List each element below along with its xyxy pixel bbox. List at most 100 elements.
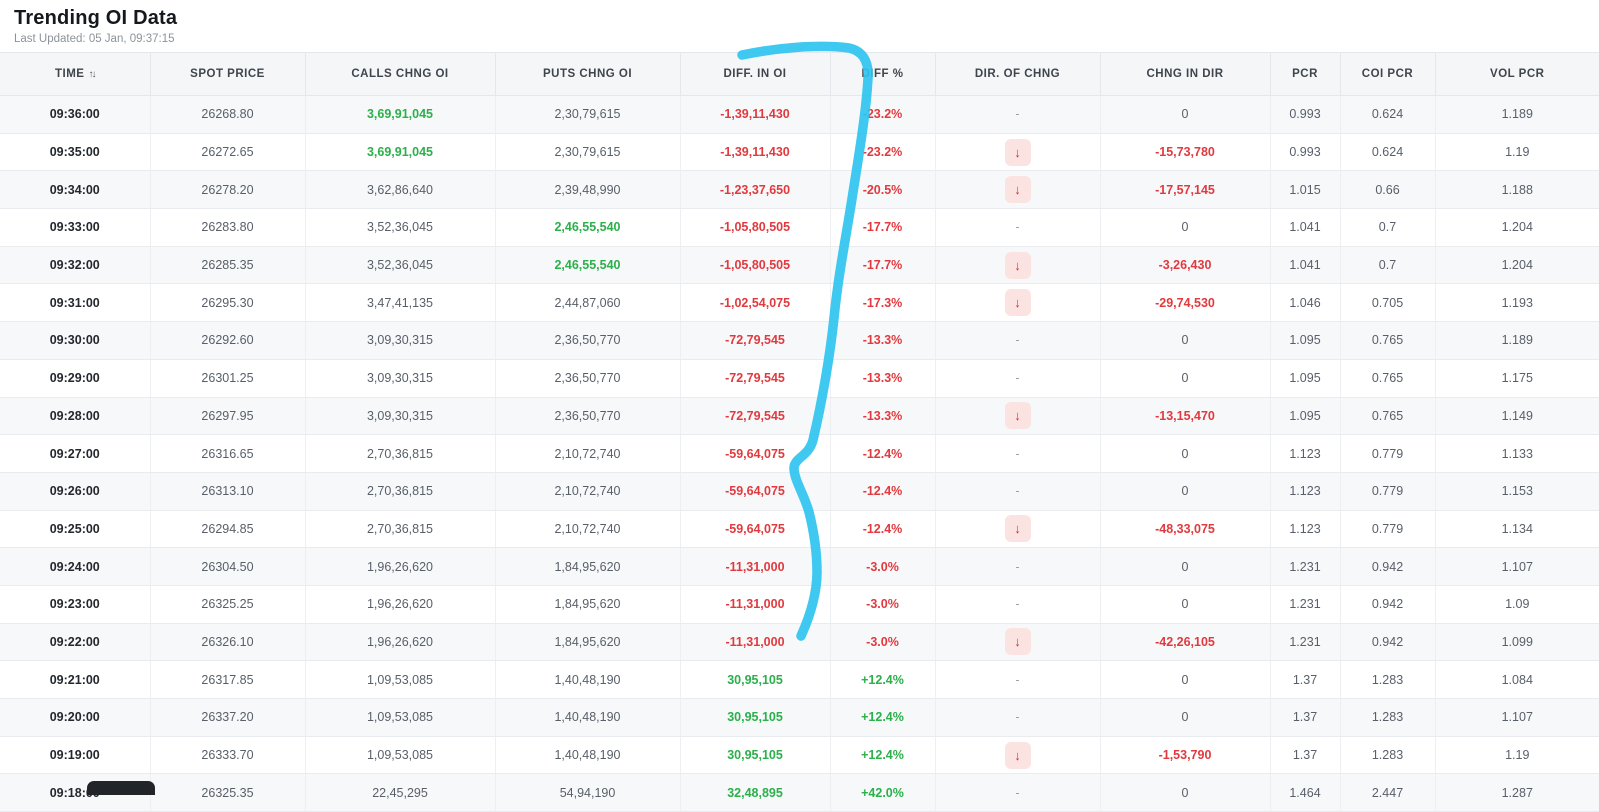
cell-diff: -59,64,075: [679, 510, 830, 549]
column-label: DIR. OF CHNG: [974, 68, 1061, 80]
cell-vol_pcr: 1.149: [1434, 397, 1599, 436]
cell-coi_pcr: 0.765: [1339, 359, 1435, 398]
cell-coi_pcr: 0.942: [1339, 623, 1435, 662]
table-row: 09:34:00 26278.20 3,62,86,640 2,39,48,990 -1…: [0, 170, 1599, 210]
cell-puts: 2,30,79,615: [494, 95, 680, 134]
direction-down-icon: ↓: [1004, 289, 1031, 317]
cell-coi_pcr: 0.624: [1339, 95, 1435, 134]
cell-spot: 26301.25: [149, 359, 305, 398]
cell-pcr: 1.464: [1269, 773, 1340, 812]
cell-dir: -: [934, 321, 1100, 360]
cell-diff: 30,95,105: [679, 698, 830, 737]
cell-puts: 1,40,48,190: [494, 660, 680, 699]
direction-down-icon: ↓: [1004, 176, 1031, 204]
cell-calls: 22,45,295: [304, 773, 495, 812]
cell-spot: 26317.85: [149, 660, 305, 699]
cell-calls: 3,52,36,045: [304, 246, 495, 285]
cell-puts: 1,84,95,620: [494, 585, 680, 624]
cell-coi_pcr: 0.779: [1339, 472, 1435, 511]
cell-diff_pct: -3.0%: [829, 547, 935, 586]
cell-time: 09:33:00: [0, 208, 150, 247]
cell-diff: 32,48,895: [679, 773, 830, 812]
cell-chng_dir: -48,33,075: [1099, 510, 1270, 549]
cell-dir: ↓: [934, 283, 1100, 323]
cell-vol_pcr: 1.204: [1434, 246, 1599, 285]
cell-spot: 26297.95: [149, 397, 305, 436]
cell-diff: -72,79,545: [679, 321, 830, 360]
cell-diff_pct: -17.3%: [829, 283, 935, 323]
cell-puts: 1,40,48,190: [494, 736, 680, 775]
table-row: 09:23:00 26325.25 1,96,26,620 1,84,95,620 -1…: [0, 585, 1599, 624]
cell-calls: 2,70,36,815: [304, 510, 495, 549]
no-change-dash: -: [1015, 446, 1020, 461]
cell-puts: 2,36,50,770: [494, 359, 680, 398]
cell-puts: 2,46,55,540: [494, 208, 680, 247]
cell-pcr: 1.231: [1269, 623, 1340, 662]
cell-diff_pct: +12.4%: [829, 660, 935, 699]
cell-chng_dir: 0: [1099, 434, 1270, 473]
cell-chng_dir: 0: [1099, 660, 1270, 699]
cell-vol_pcr: 1.19: [1434, 736, 1599, 775]
cell-puts: 2,10,72,740: [494, 472, 680, 511]
cell-chng_dir: 0: [1099, 547, 1270, 586]
table-row: 09:24:00 26304.50 1,96,26,620 1,84,95,620 -1…: [0, 547, 1599, 586]
table-row: 09:36:00 26268.80 3,69,91,045 2,30,79,615 -1…: [0, 95, 1599, 134]
cell-vol_pcr: 1.19: [1434, 133, 1599, 172]
column-label: CALLS CHNG OI: [351, 68, 449, 80]
cell-pcr: 1.123: [1269, 510, 1340, 549]
cell-calls: 3,09,30,315: [304, 397, 495, 436]
column-header-time[interactable]: TIME ↑↓: [0, 52, 150, 96]
direction-down-icon: ↓: [1004, 251, 1031, 279]
cell-dir: ↓: [934, 397, 1100, 436]
cell-diff_pct: -12.4%: [829, 472, 935, 511]
column-label: PCR: [1292, 68, 1318, 80]
cell-chng_dir: 0: [1099, 95, 1270, 134]
trending-oi-table: TIME ↑↓ SPOT PRICE CALLS CHNG OI PUTS CHNG O…: [0, 52, 1599, 812]
cell-chng_dir: -42,26,105: [1099, 623, 1270, 662]
cell-time: 09:29:00: [0, 359, 150, 398]
cell-time: 09:35:00: [0, 133, 150, 172]
cell-chng_dir: -1,53,790: [1099, 736, 1270, 775]
column-label: DIFF. IN OI: [723, 68, 787, 80]
direction-down-icon: ↓: [1004, 515, 1031, 543]
cell-chng_dir: -15,73,780: [1099, 133, 1270, 172]
cell-diff: 30,95,105: [679, 736, 830, 775]
column-header-diff_pct: DIFF %: [829, 52, 935, 96]
cell-chng_dir: 0: [1099, 472, 1270, 511]
cell-spot: 26313.10: [149, 472, 305, 511]
cell-time: 09:26:00: [0, 472, 150, 511]
cell-calls: 1,96,26,620: [304, 585, 495, 624]
cell-vol_pcr: 1.193: [1434, 283, 1599, 323]
cell-diff_pct: -3.0%: [829, 623, 935, 662]
no-change-dash: -: [1015, 710, 1020, 725]
table-row: 09:21:00 26317.85 1,09,53,085 1,40,48,190 30…: [0, 660, 1599, 699]
cell-coi_pcr: 1.283: [1339, 660, 1435, 699]
cell-spot: 26268.80: [149, 95, 305, 134]
cell-diff_pct: -17.7%: [829, 208, 935, 247]
cell-puts: 1,84,95,620: [494, 547, 680, 586]
cell-calls: 3,52,36,045: [304, 208, 495, 247]
cell-time: 09:21:00: [0, 660, 150, 699]
cell-dir: -: [934, 773, 1100, 812]
cell-pcr: 1.231: [1269, 585, 1340, 624]
cell-vol_pcr: 1.189: [1434, 95, 1599, 134]
table-row: 09:22:00 26326.10 1,96,26,620 1,84,95,620 -1…: [0, 623, 1599, 662]
sort-icon[interactable]: ↑↓: [88, 69, 96, 80]
table-row: 09:31:00 26295.30 3,47,41,135 2,44,87,060 -1…: [0, 283, 1599, 323]
cell-time: 09:34:00: [0, 170, 150, 210]
cell-diff: -11,31,000: [679, 547, 830, 586]
cell-spot: 26326.10: [149, 623, 305, 662]
cell-time: 09:19:00: [0, 736, 150, 775]
cell-calls: 2,70,36,815: [304, 434, 495, 473]
cell-chng_dir: -3,26,430: [1099, 246, 1270, 285]
cell-puts: 1,40,48,190: [494, 698, 680, 737]
cell-chng_dir: 0: [1099, 321, 1270, 360]
cell-puts: 2,39,48,990: [494, 170, 680, 210]
cell-chng_dir: 0: [1099, 208, 1270, 247]
cell-vol_pcr: 1.09: [1434, 585, 1599, 624]
cell-vol_pcr: 1.133: [1434, 434, 1599, 473]
partial-bottom-element: [87, 781, 155, 795]
cell-coi_pcr: 0.779: [1339, 510, 1435, 549]
page-header: Trending OI Data Last Updated: 05 Jan, 0…: [0, 0, 1599, 45]
cell-diff_pct: -13.3%: [829, 321, 935, 360]
